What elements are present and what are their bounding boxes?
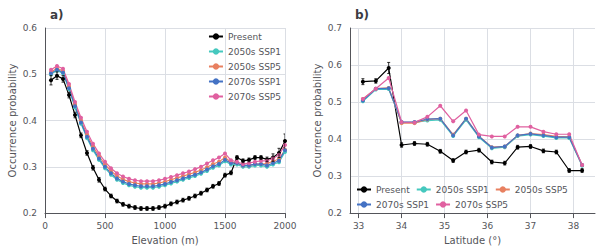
svg-text:0.3: 0.3 <box>23 162 37 172</box>
svg-text:35: 35 <box>439 221 450 231</box>
svg-text:0.6: 0.6 <box>23 23 38 33</box>
svg-text:0: 0 <box>42 221 48 231</box>
svg-text:0.5: 0.5 <box>23 69 37 79</box>
svg-text:Present: Present <box>228 32 262 42</box>
svg-text:500: 500 <box>96 221 113 231</box>
svg-text:2070s SSP5: 2070s SSP5 <box>228 92 281 102</box>
svg-text:Occurrence probability: Occurrence probability <box>7 64 18 178</box>
svg-text:38: 38 <box>568 221 580 231</box>
svg-text:2050s SSP1: 2050s SSP1 <box>228 47 281 57</box>
svg-text:1000: 1000 <box>154 221 177 231</box>
svg-text:0.2: 0.2 <box>328 208 342 218</box>
svg-text:0.6: 0.6 <box>328 60 343 70</box>
svg-text:2070s SSP1: 2070s SSP1 <box>228 77 281 87</box>
svg-text:0.3: 0.3 <box>328 171 342 181</box>
svg-text:37: 37 <box>525 221 536 231</box>
svg-text:b): b) <box>355 8 369 22</box>
svg-text:2050s SSP5: 2050s SSP5 <box>515 185 568 195</box>
svg-text:Occurrence probability: Occurrence probability <box>312 64 323 178</box>
svg-text:Latitude (°): Latitude (°) <box>444 235 501 246</box>
svg-text:1500: 1500 <box>214 221 237 231</box>
svg-text:Present: Present <box>376 185 410 195</box>
svg-text:2050s SSP1: 2050s SSP1 <box>436 185 489 195</box>
svg-text:34: 34 <box>396 221 408 231</box>
svg-text:0.7: 0.7 <box>328 23 342 33</box>
svg-text:2000: 2000 <box>274 221 297 231</box>
svg-text:0.4: 0.4 <box>23 116 38 126</box>
svg-text:a): a) <box>50 8 64 22</box>
svg-text:Elevation (m): Elevation (m) <box>131 235 198 246</box>
svg-text:0.4: 0.4 <box>328 134 343 144</box>
svg-text:2070s SSP1: 2070s SSP1 <box>376 200 429 210</box>
svg-text:33: 33 <box>353 221 364 231</box>
svg-text:2070s SSP5: 2070s SSP5 <box>455 200 508 210</box>
svg-text:2050s SSP5: 2050s SSP5 <box>228 62 281 72</box>
svg-text:0.5: 0.5 <box>328 97 342 107</box>
svg-text:0.2: 0.2 <box>23 208 37 218</box>
svg-text:36: 36 <box>482 221 494 231</box>
